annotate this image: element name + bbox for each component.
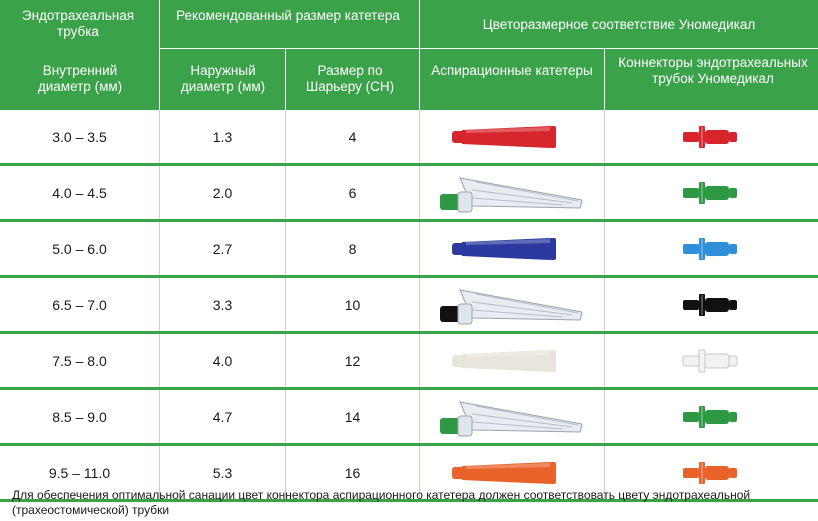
cell-outer-diameter: 1.3 [212,128,233,145]
cell-connector [605,222,818,275]
header-suction-catheters: Аспирационные катетеры [431,63,593,78]
table-row: 9.5 – 11.0 5.3 16 [0,446,818,499]
cell-suction-catheter [420,390,604,443]
table-row: 5.0 – 6.0 2.7 8 [0,222,818,275]
header-outer-diameter: Наружный диаметр (мм) [180,63,266,94]
cell-suction-catheter [420,110,604,163]
cell-outer-diameter: 3.3 [212,296,233,313]
cell-connector [605,334,818,387]
cell-inner-diameter: 3.0 – 3.5 [52,128,107,145]
suction-catheter-image [440,288,583,324]
cell-inner-diameter: 5.0 – 6.0 [52,240,107,257]
connector-image [682,405,737,428]
header-charriere-size: Размер по Шарьеру (CH) [305,63,395,94]
connector-image [682,293,737,316]
suction-catheter-image [440,176,583,212]
connector-image [682,349,737,372]
table-header: Эндотрахеальная трубка Рекомендованный р… [0,0,818,110]
cell-suction-catheter [420,446,604,499]
connector-image [682,237,737,260]
cell-connector [605,166,818,219]
row-separator [0,387,818,390]
cell-suction-catheter [420,278,604,331]
row-separator [0,219,818,222]
suction-catheter-image [452,349,556,372]
connector-image [682,181,737,204]
cell-charriere-size: 4 [348,128,357,145]
connector-image [682,461,737,484]
row-separator [0,163,818,166]
cell-inner-diameter: 9.5 – 11.0 [48,464,111,481]
cell-inner-diameter: 4.0 – 4.5 [52,184,107,201]
cell-charriere-size: 12 [344,352,361,369]
cell-outer-diameter: 5.3 [212,464,233,481]
cell-suction-catheter [420,166,604,219]
header-recommended-size: Рекомендованный размер катетера [176,8,400,23]
suction-catheter-image [440,400,583,436]
cell-outer-diameter: 4.0 [212,352,233,369]
cell-connector [605,278,818,331]
table-row: 7.5 – 8.0 4.0 12 [0,334,818,387]
header-inner-diameter: Внутренний диаметр (мм) [37,63,123,94]
suction-catheter-image [452,461,556,484]
cell-charriere-size: 16 [344,464,361,481]
header-color-correspondence: Цветоразмерное соответствие Уномедикал [482,17,756,32]
cell-suction-catheter [420,334,604,387]
table-row: 8.5 – 9.0 4.7 14 [0,390,818,443]
suction-catheter-image [452,237,556,260]
row-separator [0,331,818,334]
cell-connector [605,390,818,443]
row-separator [0,499,818,502]
cell-outer-diameter: 2.7 [212,240,233,257]
suction-catheter-image [452,125,556,148]
table-row: 6.5 – 7.0 3.3 10 [0,278,818,331]
table-row: 3.0 – 3.5 1.3 4 [0,110,818,163]
cell-charriere-size: 8 [348,240,357,257]
cell-suction-catheter [420,222,604,275]
cell-charriere-size: 10 [344,296,361,313]
cell-connector [605,446,818,499]
cell-inner-diameter: 8.5 – 9.0 [52,408,107,425]
cell-outer-diameter: 2.0 [212,184,233,201]
cell-connector [605,110,818,163]
connector-image [682,125,737,148]
cell-charriere-size: 6 [348,184,357,201]
footnote: Для обеспечения оптимальной санации цвет… [12,488,751,517]
row-separator [0,275,818,278]
cell-inner-diameter: 7.5 – 8.0 [52,352,107,369]
cell-inner-diameter: 6.5 – 7.0 [52,296,107,313]
row-separator [0,443,818,446]
header-connectors: Коннекторы эндотрахеальных трубок Уномед… [618,55,808,86]
cell-charriere-size: 14 [344,408,361,425]
table-row: 4.0 – 4.5 2.0 6 [0,166,818,219]
header-et-tube: Эндотрахеальная трубка [21,8,135,39]
cell-outer-diameter: 4.7 [212,408,233,425]
